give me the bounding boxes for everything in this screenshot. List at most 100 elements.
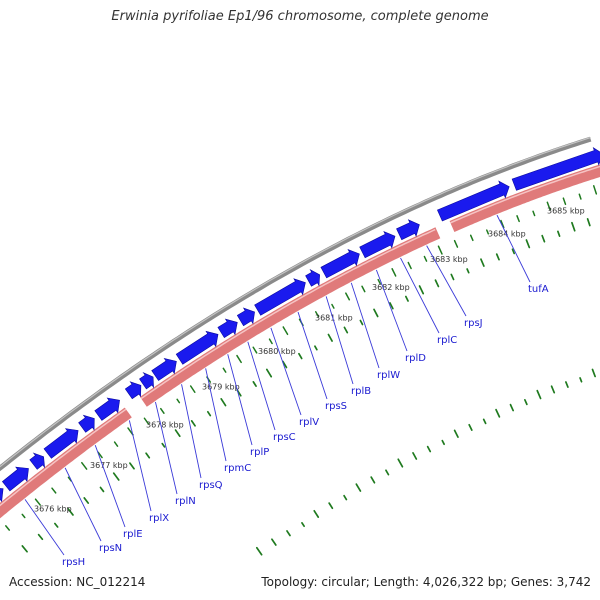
reverse-strand-segment bbox=[140, 227, 441, 407]
gene-label: rplX bbox=[149, 513, 169, 524]
gene-leader-line bbox=[181, 384, 202, 479]
gc-skew-dot bbox=[160, 407, 165, 414]
gc-skew-dot bbox=[412, 452, 418, 460]
gc-skew-dot bbox=[51, 487, 57, 494]
reverse-strand-segment bbox=[449, 164, 600, 232]
kbp-tick-label: 3678 kbp bbox=[146, 420, 184, 429]
gc-skew-dot bbox=[509, 403, 515, 412]
gene-label: rpsS bbox=[325, 401, 347, 412]
gc-skew-dot bbox=[565, 381, 569, 388]
gc-skew-dot bbox=[37, 533, 44, 541]
gc-skew-dot bbox=[482, 418, 487, 425]
gc-skew-dot bbox=[328, 502, 334, 510]
kbp-tick-label: 3682 kbp bbox=[372, 283, 410, 292]
gene-label: rpmC bbox=[224, 463, 251, 474]
gene-leader-line bbox=[227, 354, 253, 446]
gc-skew-dot bbox=[174, 429, 181, 438]
gene-label: rplB bbox=[351, 386, 371, 397]
gc-skew-dot bbox=[370, 476, 376, 484]
gc-skew-dot bbox=[112, 472, 120, 481]
backbone-highlight bbox=[0, 137, 591, 468]
forward-gene-arrow bbox=[43, 428, 79, 459]
gc-skew-dot bbox=[557, 230, 561, 237]
gc-skew-dot bbox=[586, 218, 591, 227]
gc-skew-dot bbox=[331, 303, 335, 309]
reverse-strand-highlight bbox=[0, 408, 127, 507]
forward-gene-arrow bbox=[217, 318, 238, 339]
kbp-tick-label: 3681 kbp bbox=[315, 314, 353, 323]
forward-gene-arrow bbox=[305, 268, 321, 287]
gene-leader-line bbox=[350, 282, 380, 369]
gc-skew-dot bbox=[314, 345, 318, 351]
gc-skew-dot bbox=[495, 408, 501, 418]
gc-skew-dot bbox=[129, 462, 135, 470]
gc-skew-dot bbox=[301, 522, 305, 528]
gene-label: rpsJ bbox=[464, 318, 483, 329]
gc-skew-dot bbox=[468, 423, 473, 432]
gene-leader-line bbox=[94, 445, 126, 528]
gc-skew-dot bbox=[34, 498, 41, 506]
gc-skew-dot bbox=[434, 279, 440, 288]
genome-summary-text: Topology: circular; Length: 4,026,322 bp… bbox=[261, 575, 591, 589]
gc-skew-dot bbox=[286, 530, 291, 537]
forward-gene-arrow bbox=[320, 249, 360, 279]
gc-skew-dot bbox=[97, 451, 103, 459]
gc-skew-dot bbox=[282, 326, 289, 336]
gc-skew-dot bbox=[99, 486, 105, 493]
forward-gene-arrow bbox=[0, 488, 4, 503]
forward-gene-arrow bbox=[78, 414, 95, 433]
gc-skew-dot bbox=[525, 239, 531, 249]
gc-skew-dot bbox=[426, 445, 432, 453]
gene-label: rplC bbox=[437, 335, 457, 346]
kbp-tick-label: 3683 kbp bbox=[430, 255, 468, 264]
gene-label: rpsH bbox=[62, 557, 85, 568]
gc-skew-dot bbox=[579, 377, 583, 383]
gc-skew-dot bbox=[391, 268, 397, 277]
kbp-tick-label: 3680 kbp bbox=[258, 347, 296, 356]
gc-skew-dot bbox=[423, 255, 428, 262]
gc-skew-dot bbox=[268, 338, 273, 345]
forward-gene-arrow bbox=[396, 219, 420, 241]
gc-skew-dot bbox=[495, 253, 500, 261]
tick-labels-layer: 3676 kbp 3677 kbp 3678 kbp 3679 kbp 3680 kbp… bbox=[34, 207, 585, 514]
gc-skew-dot bbox=[511, 248, 516, 255]
gene-leader-line bbox=[64, 467, 102, 542]
gene-label: tufA bbox=[528, 284, 549, 295]
gc-skew-dot bbox=[67, 507, 74, 516]
gc-skew-dot bbox=[359, 319, 364, 326]
gc-skew-dot bbox=[453, 429, 459, 438]
gc-skew-dot bbox=[407, 261, 412, 270]
backbone-layer bbox=[0, 136, 592, 472]
gc-skew-dot bbox=[389, 301, 394, 310]
gc-skew-dot bbox=[189, 385, 196, 394]
forward-gene-arrow bbox=[175, 330, 219, 365]
map-title: Erwinia pyrifoliae Ep1/96 chromosome, co… bbox=[111, 9, 489, 24]
gc-skew-dot bbox=[298, 352, 303, 360]
forward-gene-arrow bbox=[254, 278, 306, 316]
gc-skew-dot bbox=[265, 368, 273, 378]
gc-skew-dot bbox=[355, 483, 362, 492]
gc-skew-dot bbox=[190, 419, 196, 427]
gene-label: rplN bbox=[175, 496, 196, 507]
gc-dots-layer bbox=[5, 185, 598, 556]
reverse-strand-segment bbox=[0, 407, 132, 519]
kbp-tick-label: 3677 kbp bbox=[90, 461, 128, 470]
gene-label: rplE bbox=[123, 529, 143, 540]
reverse-strand-highlight bbox=[450, 165, 600, 224]
gc-skew-dot bbox=[252, 346, 258, 354]
gc-skew-dot bbox=[571, 221, 576, 232]
forward-genes-layer bbox=[0, 147, 600, 503]
gc-skew-dot bbox=[437, 245, 443, 255]
gene-label: rplP bbox=[250, 447, 269, 458]
gc-skew-dot bbox=[516, 215, 520, 223]
forward-gene-arrow bbox=[151, 358, 177, 381]
gene-label: rpsC bbox=[273, 432, 296, 443]
gc-skew-dot bbox=[236, 354, 242, 364]
forward-gene-arrow bbox=[437, 180, 510, 222]
gc-skew-dot bbox=[592, 185, 598, 195]
gc-skew-dot bbox=[21, 513, 26, 519]
gc-skew-dot bbox=[536, 389, 542, 400]
gc-skew-dot bbox=[83, 497, 90, 504]
